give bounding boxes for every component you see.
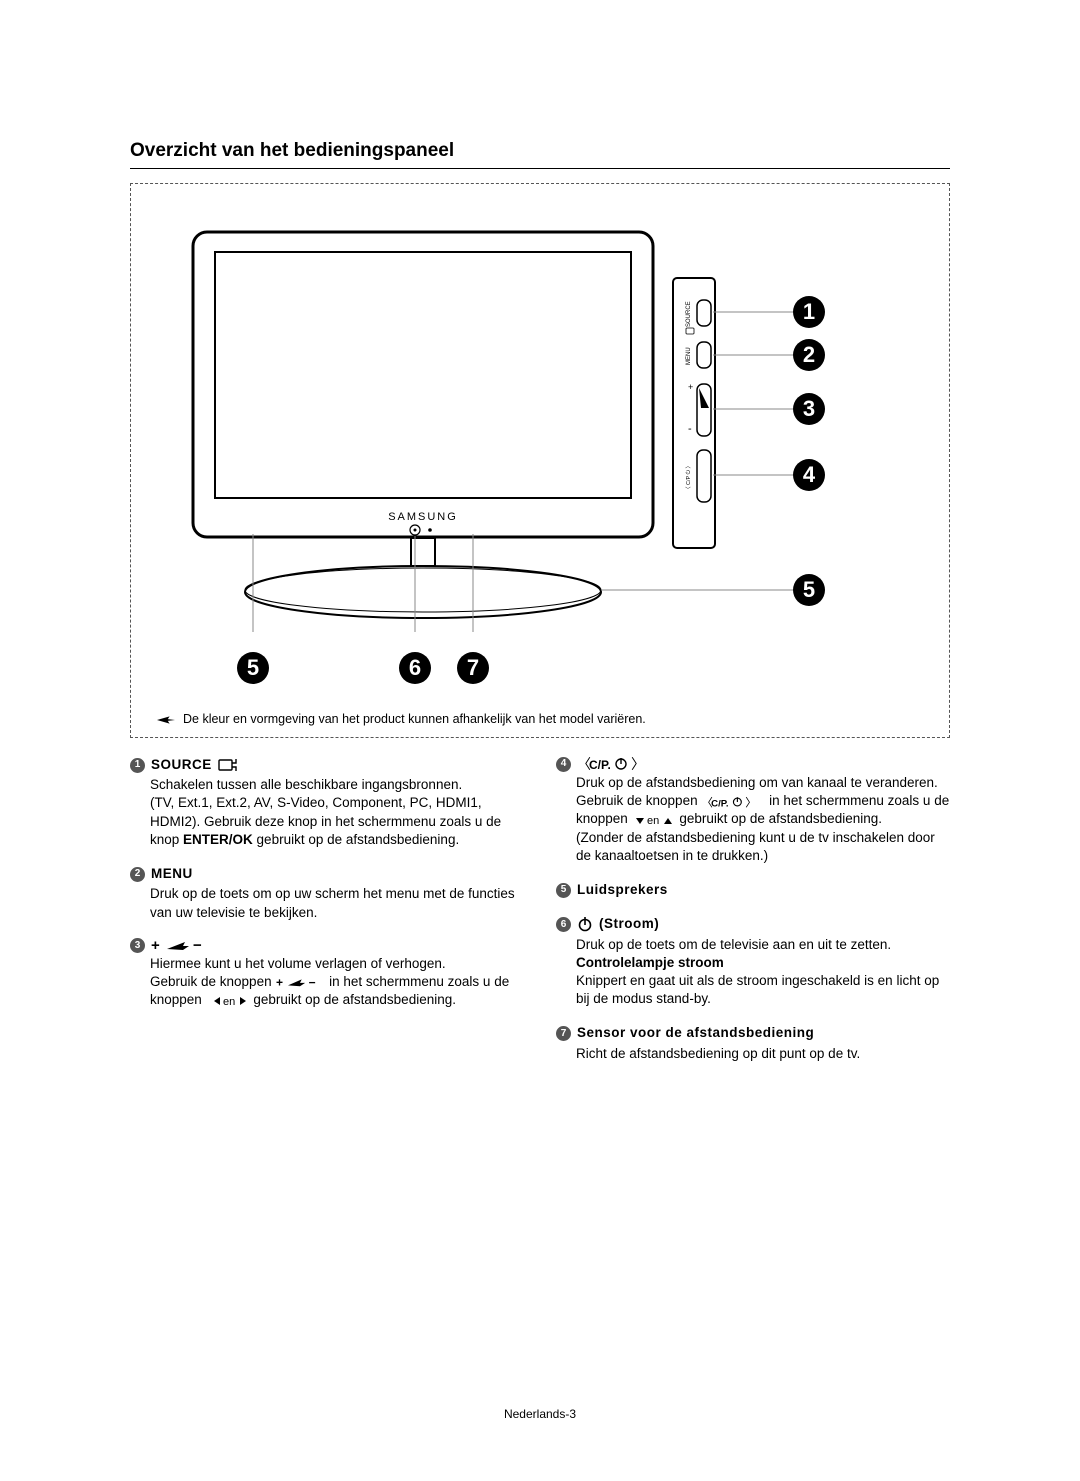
svg-text:−: − [309, 976, 316, 988]
left-right-triangle-icon: en [206, 995, 250, 1007]
item-1-title: SOURCE [151, 756, 212, 774]
title-underline [130, 168, 950, 169]
badge-6: 6 [556, 917, 571, 932]
callout-3: 3 [793, 393, 825, 425]
svg-text:+: + [688, 382, 693, 392]
svg-text:+: + [151, 938, 160, 952]
item-volume: 3 + − Hiermee kunt u het volume verlagen… [130, 938, 524, 1010]
callout-7: 7 [457, 652, 489, 684]
badge-2: 2 [130, 867, 145, 882]
volume-plus-minus-icon: + − [151, 938, 207, 952]
cp-power-icon: 〈 C/P. 〉 [577, 756, 649, 772]
svg-text:〉: 〉 [746, 796, 757, 809]
item-6-title: (Stroom) [599, 915, 659, 933]
legend-columns: 1 SOURCE Schakelen tussen alle beschikba… [130, 756, 950, 1079]
callout-2: 2 [793, 339, 825, 371]
svg-text:〈 C/P ⏻ 〉: 〈 C/P ⏻ 〉 [685, 463, 692, 492]
item-channel: 4 〈 C/P. 〉 Druk op de afstandsbediening … [556, 756, 950, 865]
item-power: 6 (Stroom) Druk op de toets om de televi… [556, 915, 950, 1008]
item-menu: 2 MENU Druk op de toets om op uw scherm … [130, 865, 524, 922]
callout-4: 4 [793, 459, 825, 491]
diagram-note: De kleur en vormgeving van het product k… [157, 712, 646, 726]
callout-1: 1 [793, 296, 825, 328]
item-6-subtitle: Controlelampje stroom [576, 955, 724, 970]
power-icon [577, 916, 593, 932]
svg-text:en: en [223, 996, 235, 1007]
svg-text:MENU: MENU [686, 347, 692, 365]
callout-5b: 5 [237, 652, 269, 684]
volume-inline-icon: + − [275, 976, 325, 988]
manual-page: Overzicht van het bedieningspaneel SAMSU… [0, 0, 1080, 1139]
item-2-title: MENU [151, 865, 193, 883]
svg-text:-: - [688, 423, 692, 435]
down-up-triangle-icon: en [632, 814, 676, 826]
item-2-body: Druk op de toets om op uw scherm het men… [150, 885, 524, 921]
item-7-body: Richt de afstandsbediening op dit punt o… [576, 1045, 950, 1063]
diagram-container: SAMSUNG SOURCE MENU [130, 183, 950, 738]
svg-text:C/P.: C/P. [589, 758, 611, 772]
badge-4: 4 [556, 757, 571, 772]
badge-3: 3 [130, 938, 145, 953]
badge-5: 5 [556, 883, 571, 898]
note-text: De kleur en vormgeving van het product k… [183, 712, 646, 726]
svg-text:〉: 〉 [631, 756, 645, 772]
item-7-title: Sensor voor de afstandsbediening [577, 1024, 814, 1042]
svg-text:en: en [647, 815, 659, 826]
item-3-body: Hiermee kunt u het volume verlagen of ve… [150, 955, 524, 1010]
item-source: 1 SOURCE Schakelen tussen alle beschikba… [130, 756, 524, 849]
tv-diagram: SAMSUNG SOURCE MENU [153, 212, 927, 719]
source-icon [218, 758, 238, 772]
right-column: 4 〈 C/P. 〉 Druk op de afstandsbediening … [556, 756, 950, 1079]
brand-text: SAMSUNG [388, 511, 458, 523]
cp-power-inline-icon: 〈 C/P. 〉 [701, 795, 765, 809]
page-title: Overzicht van het bedieningspaneel [130, 140, 950, 162]
callout-6: 6 [399, 652, 431, 684]
item-sensor: 7 Sensor voor de afstandsbediening Richt… [556, 1024, 950, 1062]
svg-text:C/P.: C/P. [711, 798, 729, 809]
item-1-body: Schakelen tussen alle beschikbare ingang… [150, 776, 524, 849]
item-6-body: Druk op de toets om de televisie aan en … [576, 936, 950, 1009]
left-column: 1 SOURCE Schakelen tussen alle beschikba… [130, 756, 524, 1079]
badge-1: 1 [130, 758, 145, 773]
svg-text:+: + [276, 976, 283, 988]
svg-text:−: − [193, 938, 202, 952]
callout-5r: 5 [793, 574, 825, 606]
item-speakers: 5 Luidsprekers [556, 881, 950, 899]
item-4-body: Druk op de afstandsbediening om van kana… [576, 774, 950, 865]
badge-7: 7 [556, 1026, 571, 1041]
page-footer: Nederlands-3 [0, 1407, 1080, 1421]
note-arrow-icon [157, 714, 175, 726]
svg-text:SOURCE: SOURCE [686, 301, 692, 327]
item-5-title: Luidsprekers [577, 881, 668, 899]
